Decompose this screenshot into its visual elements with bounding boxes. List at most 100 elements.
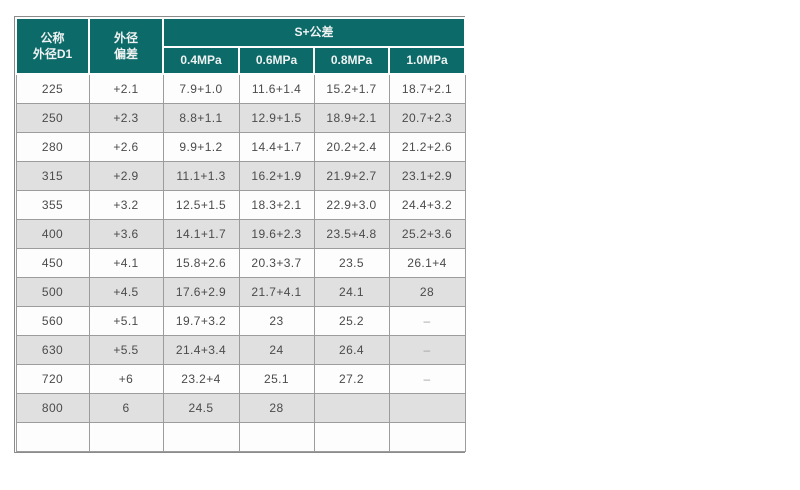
table-cell: +6 xyxy=(88,364,164,394)
table-cell: 14.4+1.7 xyxy=(238,132,315,162)
table-cell: 800 xyxy=(15,393,90,423)
spec-table-container: 公称 外径D1 外径 偏差 S+公差 0.4MPa 0.6MPa 0.8MPa … xyxy=(14,16,467,453)
table-row: 355 +3.2 12.5+1.5 18.3+2.1 22.9+3.0 24.4… xyxy=(15,190,466,220)
table-cell: 315 xyxy=(15,161,90,191)
table-row: 720 +6 23.2+4 25.1 27.2 – xyxy=(15,364,466,394)
table-cell: 21.4+3.4 xyxy=(162,335,240,365)
table-cell: 21.9+2.7 xyxy=(313,161,390,191)
table-cell: 24 xyxy=(238,335,315,365)
table-cell: +5.1 xyxy=(88,306,164,336)
column-header-0.6mpa: 0.6MPa xyxy=(238,46,315,75)
table-cell: 355 xyxy=(15,190,90,220)
table-cell: 24.5 xyxy=(162,393,240,423)
column-header-0.8mpa: 0.8MPa xyxy=(313,46,390,75)
table-cell: 20.7+2.3 xyxy=(388,103,466,133)
table-cell: 225 xyxy=(15,73,90,104)
column-header-od-deviation: 外径 偏差 xyxy=(88,17,164,75)
table-cell xyxy=(388,422,466,452)
table-cell: +4.5 xyxy=(88,277,164,307)
table-row: 450 +4.1 15.8+2.6 20.3+3.7 23.5 26.1+4 xyxy=(15,248,466,278)
table-cell xyxy=(313,393,390,423)
table-cell: 25.2+3.6 xyxy=(388,219,466,249)
table-cell: 20.2+2.4 xyxy=(313,132,390,162)
table-cell: 17.6+2.9 xyxy=(162,277,240,307)
table-cell: 28 xyxy=(238,393,315,423)
table-cell: 11.1+1.3 xyxy=(162,161,240,191)
table-cell: 23.2+4 xyxy=(162,364,240,394)
column-header-s-tolerance-group: S+公差 xyxy=(161,17,467,48)
table-cell xyxy=(88,422,164,452)
table-cell: 23.5+4.8 xyxy=(313,219,390,249)
table-cell: +2.6 xyxy=(88,132,164,162)
table-cell: +3.6 xyxy=(88,219,164,249)
table-row: 225 +2.1 7.9+1.0 11.6+1.4 15.2+1.7 18.7+… xyxy=(15,73,466,104)
table-cell: 560 xyxy=(15,306,90,336)
table-row: 800 6 24.5 28 xyxy=(15,393,466,423)
column-header-1.0mpa: 1.0MPa xyxy=(387,46,467,75)
table-cell: 500 xyxy=(15,277,90,307)
table-cell: 15.2+1.7 xyxy=(313,73,390,104)
table-cell xyxy=(388,393,466,423)
header-label-line: 公称 xyxy=(40,30,65,45)
table-cell xyxy=(15,422,90,452)
table-header: 公称 外径D1 外径 偏差 S+公差 0.4MPa 0.6MPa 0.8MPa … xyxy=(15,17,467,75)
table-cell: – xyxy=(388,335,466,365)
table-cell: 26.1+4 xyxy=(388,248,466,278)
header-row-group: 公称 外径D1 外径 偏差 S+公差 xyxy=(15,17,467,75)
table-cell: 24.4+3.2 xyxy=(388,190,466,220)
table-cell: 28 xyxy=(388,277,466,307)
table-cell: 12.5+1.5 xyxy=(162,190,240,220)
table-cell: +5.5 xyxy=(88,335,164,365)
header-label-line: 外径 xyxy=(113,30,138,45)
table-cell: – xyxy=(388,364,466,394)
table-cell: 9.9+1.2 xyxy=(162,132,240,162)
table-cell: 23.5 xyxy=(313,248,390,278)
table-cell: 23 xyxy=(238,306,315,336)
table-cell: 21.7+4.1 xyxy=(238,277,315,307)
table-cell: 250 xyxy=(15,103,90,133)
table-cell: 18.3+2.1 xyxy=(238,190,315,220)
column-header-0.4mpa: 0.4MPa xyxy=(162,46,240,75)
table-cell: 7.9+1.0 xyxy=(162,73,240,104)
table-row: 630 +5.5 21.4+3.4 24 26.4 – xyxy=(15,335,466,365)
table-cell: 630 xyxy=(15,335,90,365)
tolerance-spec-table: 公称 外径D1 外径 偏差 S+公差 0.4MPa 0.6MPa 0.8MPa … xyxy=(15,17,467,452)
column-header-nominal-od: 公称 外径D1 xyxy=(15,17,90,75)
table-cell: 720 xyxy=(15,364,90,394)
table-row: 250 +2.3 8.8+1.1 12.9+1.5 18.9+2.1 20.7+… xyxy=(15,103,466,133)
table-row: 280 +2.6 9.9+1.2 14.4+1.7 20.2+2.4 21.2+… xyxy=(15,132,466,162)
table-cell: 15.8+2.6 xyxy=(162,248,240,278)
table-cell: 20.3+3.7 xyxy=(238,248,315,278)
header-label-line: 偏差 xyxy=(113,47,138,61)
table-cell: +2.9 xyxy=(88,161,164,191)
table-cell: 23.1+2.9 xyxy=(388,161,466,191)
table-cell: +2.1 xyxy=(88,73,164,104)
table-cell: 14.1+1.7 xyxy=(162,219,240,249)
table-row: 315 +2.9 11.1+1.3 16.2+1.9 21.9+2.7 23.1… xyxy=(15,161,466,191)
table-cell: 18.7+2.1 xyxy=(388,73,466,104)
table-cell: 400 xyxy=(15,219,90,249)
table-cell: 18.9+2.1 xyxy=(313,103,390,133)
table-cell: 27.2 xyxy=(313,364,390,394)
table-cell: 8.8+1.1 xyxy=(162,103,240,133)
table-row: 560 +5.1 19.7+3.2 23 25.2 – xyxy=(15,306,466,336)
table-row-empty xyxy=(15,422,466,452)
table-row: 400 +3.6 14.1+1.7 19.6+2.3 23.5+4.8 25.2… xyxy=(15,219,466,249)
table-cell: 21.2+2.6 xyxy=(388,132,466,162)
table-cell: 22.9+3.0 xyxy=(313,190,390,220)
table-cell: 16.2+1.9 xyxy=(238,161,315,191)
table-cell: +4.1 xyxy=(88,248,164,278)
table-cell: 12.9+1.5 xyxy=(238,103,315,133)
table-cell: 450 xyxy=(15,248,90,278)
table-cell: 25.1 xyxy=(238,364,315,394)
table-cell: +3.2 xyxy=(88,190,164,220)
table-cell xyxy=(162,422,240,452)
table-cell: 19.6+2.3 xyxy=(238,219,315,249)
table-cell: 24.1 xyxy=(313,277,390,307)
table-cell xyxy=(313,422,390,452)
table-cell xyxy=(238,422,315,452)
table-cell: – xyxy=(388,306,466,336)
table-cell: 25.2 xyxy=(313,306,390,336)
table-body: 225 +2.1 7.9+1.0 11.6+1.4 15.2+1.7 18.7+… xyxy=(15,73,466,452)
